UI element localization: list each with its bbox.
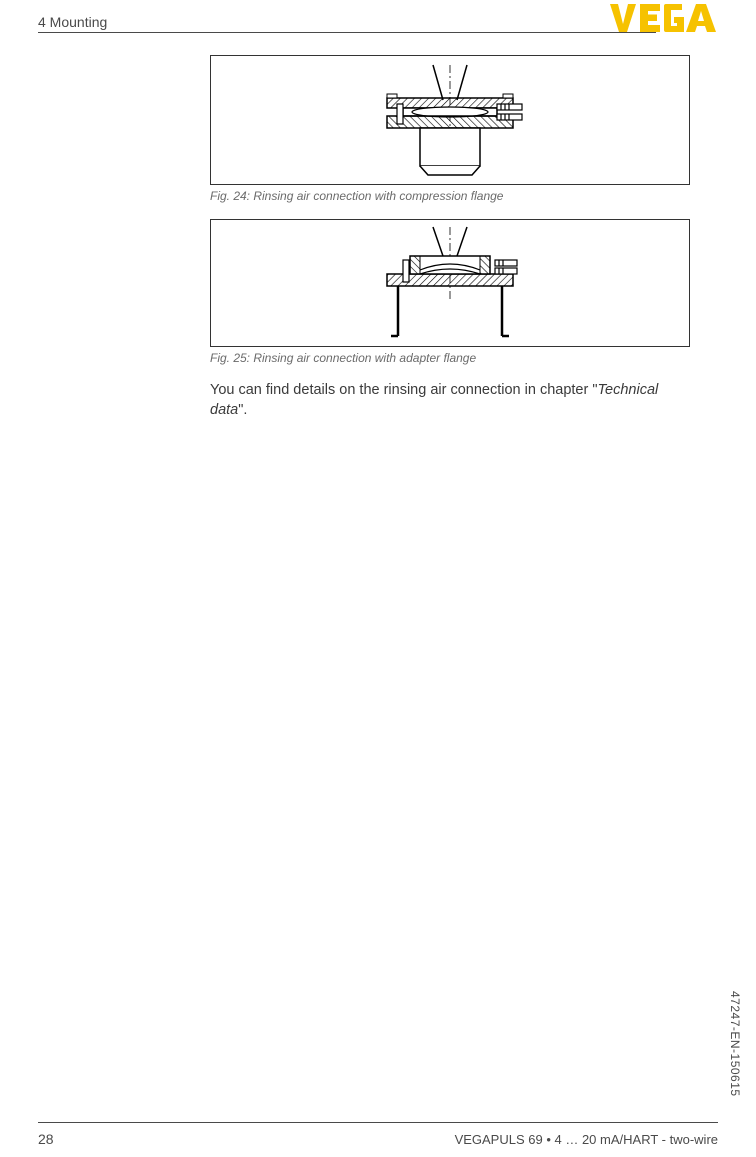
figure-25-caption: Fig. 25: Rinsing air connection with ada…	[210, 351, 690, 365]
footer-product-line: VEGAPULS 69 • 4 … 20 mA/HART - two-wire	[455, 1132, 718, 1147]
section-title: 4 Mounting	[38, 10, 107, 30]
figure-24-diagram	[325, 60, 575, 180]
body-text-before: You can find details on the rinsing air …	[210, 382, 598, 398]
figure-24-caption: Fig. 24: Rinsing air connection with com…	[210, 189, 690, 203]
vega-logo	[610, 2, 718, 39]
header-rule	[38, 32, 656, 33]
document-code: 47247-EN-150615	[728, 991, 742, 1097]
body-text-after: ".	[238, 402, 247, 418]
body-paragraph: You can find details on the rinsing air …	[210, 381, 690, 420]
page-number: 28	[38, 1131, 54, 1147]
figure-25-box	[210, 219, 690, 347]
figure-24-box	[210, 55, 690, 185]
figure-25-diagram	[325, 224, 575, 342]
